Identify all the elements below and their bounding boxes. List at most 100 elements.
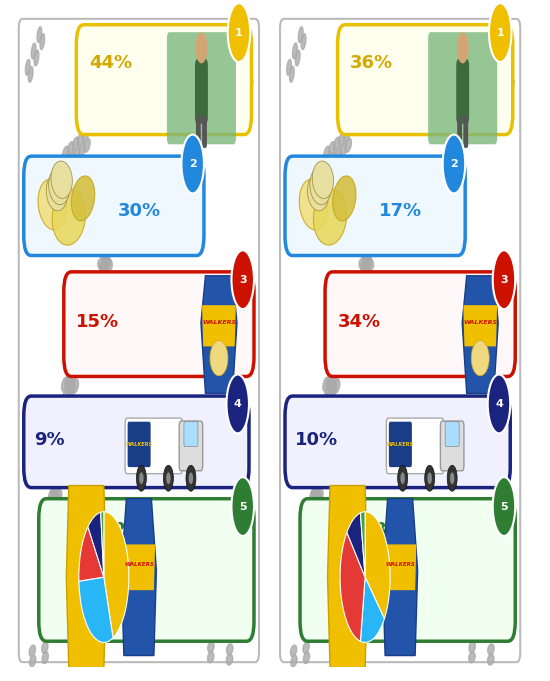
Text: 4: 4 <box>234 399 241 409</box>
FancyBboxPatch shape <box>428 32 497 144</box>
Text: 9%: 9% <box>34 431 64 449</box>
FancyBboxPatch shape <box>445 422 459 447</box>
Ellipse shape <box>323 377 329 391</box>
Ellipse shape <box>315 480 321 495</box>
Text: 3: 3 <box>500 274 508 285</box>
Ellipse shape <box>29 645 35 656</box>
Ellipse shape <box>331 382 337 396</box>
Wedge shape <box>360 511 365 577</box>
Ellipse shape <box>487 654 494 665</box>
Ellipse shape <box>289 66 294 82</box>
Wedge shape <box>88 512 104 577</box>
Polygon shape <box>383 498 417 656</box>
Ellipse shape <box>324 387 331 402</box>
Text: WALKERS: WALKERS <box>344 558 350 596</box>
Ellipse shape <box>359 259 366 271</box>
Ellipse shape <box>311 486 317 501</box>
Ellipse shape <box>333 379 340 394</box>
Ellipse shape <box>363 252 370 264</box>
Wedge shape <box>79 526 104 581</box>
Polygon shape <box>123 544 155 590</box>
Ellipse shape <box>471 340 489 376</box>
FancyBboxPatch shape <box>202 116 207 148</box>
Text: WALKERS: WALKERS <box>387 442 414 447</box>
Ellipse shape <box>30 655 36 667</box>
FancyBboxPatch shape <box>456 59 469 124</box>
FancyBboxPatch shape <box>128 422 151 467</box>
Ellipse shape <box>340 143 346 157</box>
Ellipse shape <box>62 377 68 391</box>
Ellipse shape <box>226 654 233 665</box>
FancyBboxPatch shape <box>125 418 183 474</box>
Text: 1: 1 <box>496 27 504 37</box>
Ellipse shape <box>40 33 45 50</box>
FancyBboxPatch shape <box>184 422 198 447</box>
FancyBboxPatch shape <box>300 498 515 642</box>
FancyBboxPatch shape <box>24 396 249 488</box>
FancyBboxPatch shape <box>285 396 510 488</box>
Ellipse shape <box>499 63 505 76</box>
Ellipse shape <box>314 189 346 245</box>
Ellipse shape <box>38 179 67 230</box>
Circle shape <box>232 251 254 309</box>
Circle shape <box>139 473 144 484</box>
Ellipse shape <box>339 133 345 146</box>
Ellipse shape <box>63 146 69 160</box>
Circle shape <box>456 33 469 63</box>
Ellipse shape <box>304 652 310 663</box>
Text: 10%: 10% <box>295 431 338 449</box>
Circle shape <box>450 473 454 484</box>
Ellipse shape <box>312 161 334 198</box>
Ellipse shape <box>37 27 42 43</box>
Ellipse shape <box>233 46 238 59</box>
Text: 36%: 36% <box>350 54 393 72</box>
Ellipse shape <box>84 138 90 153</box>
Ellipse shape <box>68 372 74 385</box>
FancyBboxPatch shape <box>195 59 208 124</box>
Text: 34%: 34% <box>338 313 381 331</box>
Ellipse shape <box>315 492 321 507</box>
Ellipse shape <box>361 262 368 274</box>
Ellipse shape <box>52 495 58 511</box>
Text: 2%: 2% <box>114 521 142 539</box>
Ellipse shape <box>51 498 56 513</box>
Ellipse shape <box>50 486 56 501</box>
Text: 44%: 44% <box>89 54 132 72</box>
Ellipse shape <box>307 174 329 211</box>
Ellipse shape <box>210 340 228 376</box>
Ellipse shape <box>244 80 250 93</box>
Ellipse shape <box>68 142 74 156</box>
Polygon shape <box>122 498 156 656</box>
Ellipse shape <box>298 27 303 43</box>
Polygon shape <box>384 544 416 590</box>
Ellipse shape <box>293 43 297 59</box>
FancyBboxPatch shape <box>280 19 520 662</box>
FancyBboxPatch shape <box>441 421 464 471</box>
Ellipse shape <box>345 138 351 153</box>
Text: WALKERS: WALKERS <box>124 562 154 567</box>
Ellipse shape <box>103 255 111 267</box>
Circle shape <box>166 473 170 484</box>
Ellipse shape <box>227 644 233 655</box>
Ellipse shape <box>69 152 75 166</box>
Ellipse shape <box>301 33 306 50</box>
Ellipse shape <box>361 249 368 262</box>
Ellipse shape <box>367 257 373 270</box>
FancyBboxPatch shape <box>76 25 251 135</box>
Circle shape <box>182 135 204 193</box>
Ellipse shape <box>56 490 62 505</box>
Ellipse shape <box>314 495 320 511</box>
Circle shape <box>186 465 196 491</box>
Circle shape <box>493 477 515 536</box>
Circle shape <box>228 3 250 62</box>
Polygon shape <box>67 486 106 669</box>
Text: 2: 2 <box>450 159 458 169</box>
FancyBboxPatch shape <box>386 418 444 474</box>
Circle shape <box>425 465 435 491</box>
Ellipse shape <box>63 387 69 402</box>
Text: 5: 5 <box>500 501 508 511</box>
Text: 2: 2 <box>189 159 196 169</box>
Ellipse shape <box>235 39 241 52</box>
Ellipse shape <box>34 50 39 66</box>
Polygon shape <box>328 486 367 669</box>
